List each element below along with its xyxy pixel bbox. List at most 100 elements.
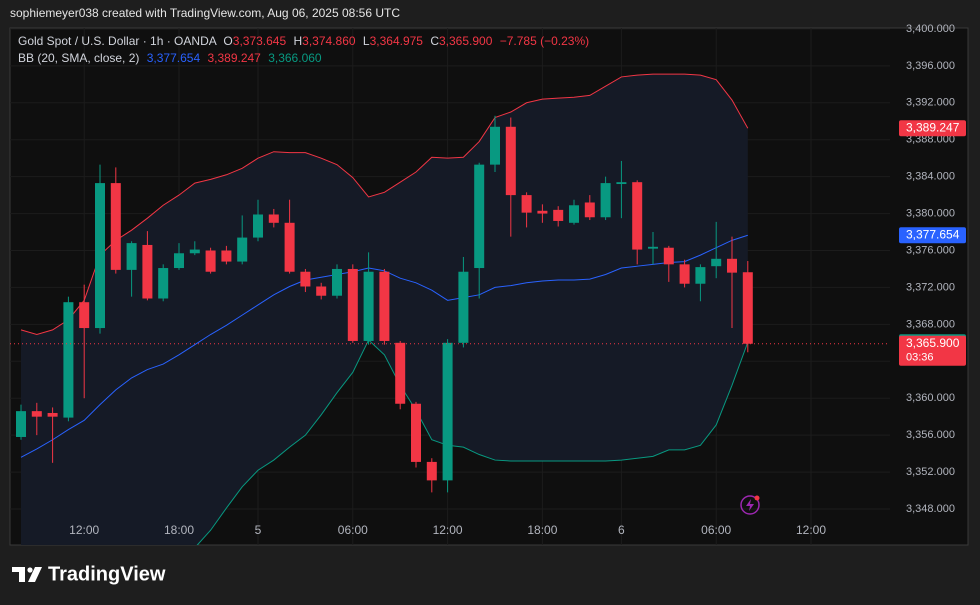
alert-icon[interactable] xyxy=(740,495,760,515)
candle-body xyxy=(110,183,121,270)
y-tick-label: 3,396.000 xyxy=(906,60,955,72)
y-tick-label: 3,368.000 xyxy=(906,318,955,330)
band-line xyxy=(196,339,749,545)
candle-body xyxy=(632,182,643,250)
y-tick-label: 3,400.000 xyxy=(906,23,955,35)
candle-body xyxy=(663,247,674,265)
y-tick-label: 3,384.000 xyxy=(906,171,955,183)
bb-upper-value: 3,389.247 xyxy=(207,51,261,65)
candle-body xyxy=(426,461,437,481)
bb-basis-value: 3,377.654 xyxy=(147,51,201,65)
y-tick-label: 3,348.000 xyxy=(906,503,955,515)
axis: 3,348.000 3,352.000 3,356.000 3,360.000 3,36… xyxy=(69,23,966,537)
candle-body xyxy=(379,271,390,341)
candle-body xyxy=(237,237,248,262)
low-value: 3,364.975 xyxy=(370,34,424,48)
x-tick-label: 18:00 xyxy=(527,523,557,537)
open-value: 3,373.645 xyxy=(233,34,287,48)
brand-name: TradingView xyxy=(48,563,166,585)
y-tick-label: 3,356.000 xyxy=(906,429,955,441)
x-tick-label: 12:00 xyxy=(433,523,463,537)
candle-body xyxy=(395,342,406,404)
candle-body xyxy=(158,268,169,299)
y-tick-label: 3,376.000 xyxy=(906,244,955,256)
candle-body xyxy=(458,271,469,343)
price-tag xyxy=(899,227,966,244)
candle-body xyxy=(221,250,232,262)
x-tick-label: 6 xyxy=(618,523,625,537)
candle-body xyxy=(537,210,548,214)
candle-body xyxy=(600,183,611,218)
candle-body xyxy=(205,250,216,272)
x-tick-label: 18:00 xyxy=(164,523,194,537)
candle-body xyxy=(95,183,105,329)
candle-body xyxy=(79,302,90,329)
candle-body xyxy=(189,249,200,254)
price-tag-label: 3,389.247 xyxy=(906,120,960,134)
y-tick-label: 3,352.000 xyxy=(906,466,955,478)
plot xyxy=(10,73,890,545)
indicator-name: BB (20, SMA, close, 2) xyxy=(18,51,139,65)
price-tag-label: 3,365.900 xyxy=(906,336,960,350)
y-tick-label: 3,392.000 xyxy=(906,97,955,109)
attribution: sophiemeyer038 created with TradingView.… xyxy=(10,6,400,20)
legend-indicator: BB (20, SMA, close, 2) 3,377.654 3,389.2… xyxy=(18,51,322,65)
x-tick-label: 12:00 xyxy=(69,523,99,537)
close-value: 3,365.900 xyxy=(439,34,493,48)
legend-main: Gold Spot / U.S. Dollar · 1h · OANDA O3,… xyxy=(18,34,589,48)
candle-body xyxy=(742,272,753,344)
x-tick-label: 12:00 xyxy=(796,523,826,537)
y-tick-label: 3,372.000 xyxy=(906,281,955,293)
high-value: 3,374.860 xyxy=(302,34,356,48)
open-key: O xyxy=(223,34,232,48)
candle-body xyxy=(63,302,74,418)
candle-body xyxy=(584,202,595,218)
candle-body xyxy=(521,195,532,213)
candle-body xyxy=(695,267,706,284)
price-tag xyxy=(899,335,966,366)
close-key: C xyxy=(430,34,439,48)
candle-body xyxy=(616,182,627,185)
change: −7.785 (−0.23%) xyxy=(500,34,589,48)
candle-body xyxy=(569,205,579,223)
candle-body xyxy=(347,268,358,341)
bb-lower-value: 3,366.060 xyxy=(268,51,322,65)
candle-body xyxy=(490,126,500,165)
candle-body xyxy=(363,271,374,341)
candle-body xyxy=(332,268,342,296)
x-tick-label: 06:00 xyxy=(701,523,731,537)
candle-body xyxy=(474,164,485,269)
candle-body xyxy=(142,244,153,299)
candle-body xyxy=(727,258,737,273)
high-key: H xyxy=(294,34,303,48)
candle-body xyxy=(31,411,42,417)
countdown: 03:36 xyxy=(906,352,934,364)
low-key: L xyxy=(363,34,370,48)
candle-body xyxy=(47,412,58,417)
candle-body xyxy=(126,243,137,270)
symbol: Gold Spot / U.S. Dollar · 1h · OANDA xyxy=(18,34,217,48)
y-tick-label: 3,360.000 xyxy=(906,392,955,404)
brand-logo xyxy=(12,567,42,582)
candle-body xyxy=(16,411,26,437)
x-tick-label: 5 xyxy=(255,523,262,537)
candle-body xyxy=(553,209,564,221)
y-tick-label: 3,388.000 xyxy=(906,134,955,146)
candle-body xyxy=(505,126,516,196)
candle-body xyxy=(268,214,279,223)
price-tag xyxy=(899,120,966,137)
candle-body xyxy=(174,253,184,269)
candle-body xyxy=(316,286,327,296)
x-tick-label: 06:00 xyxy=(338,523,368,537)
candle-body xyxy=(411,403,421,462)
candle-body xyxy=(284,222,295,272)
y-tick-label: 3,380.000 xyxy=(906,207,955,219)
candle-body xyxy=(253,214,263,238)
band-line xyxy=(20,73,749,336)
candle-body xyxy=(300,271,311,287)
price-tag-label: 3,377.654 xyxy=(906,227,960,241)
candle-body xyxy=(442,342,453,481)
candle-body xyxy=(679,264,690,284)
candle-body xyxy=(648,246,658,249)
